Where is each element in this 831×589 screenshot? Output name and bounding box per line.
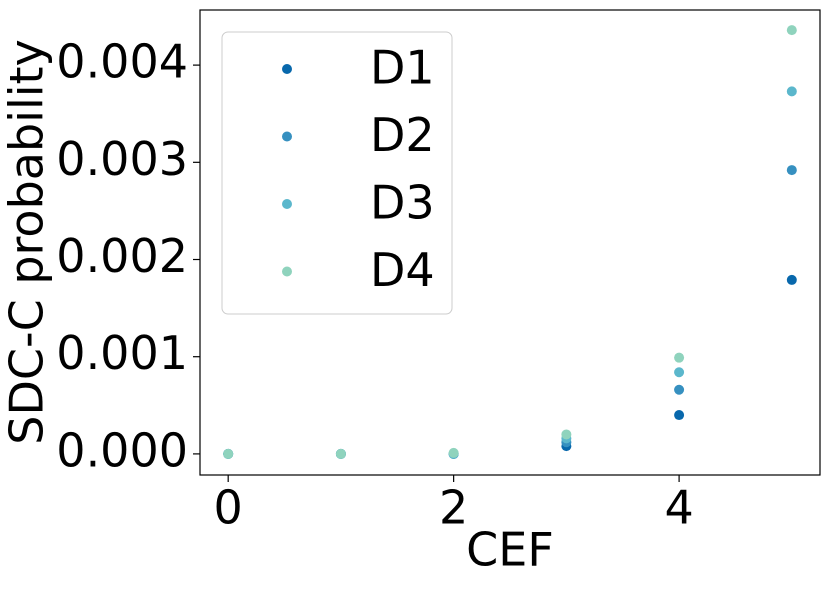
data-point [674, 352, 685, 363]
data-point [335, 448, 346, 459]
data-point [561, 429, 572, 440]
data-point [223, 448, 234, 459]
x-tick-label: 4 [664, 481, 693, 535]
y-axis-label: SDC-C probability [0, 39, 54, 445]
y-tick-label: 0.000 [56, 423, 188, 477]
y-tick-label: 0.004 [56, 35, 188, 89]
legend-label: D3 [370, 176, 435, 230]
legend-marker [282, 199, 292, 209]
data-point [674, 384, 685, 395]
legend-marker [282, 131, 292, 142]
data-point [786, 165, 797, 176]
legend-marker [282, 64, 292, 74]
legend-label: D2 [370, 108, 435, 162]
data-point [674, 367, 685, 378]
y-tick-label: 0.003 [56, 132, 188, 186]
plot-frame [199, 9, 821, 476]
x-tick-label: 0 [214, 481, 243, 535]
data-point [786, 25, 797, 36]
data-point [786, 86, 797, 97]
legend-box [221, 31, 453, 315]
y-tick-label: 0.001 [56, 326, 188, 380]
x-axis-label: CEF [466, 523, 554, 577]
x-tick-label: 2 [439, 481, 468, 535]
legend-label: D4 [370, 243, 435, 297]
data-point [674, 410, 685, 421]
legend-label: D1 [370, 41, 435, 95]
y-tick-label: 0.002 [56, 229, 188, 283]
legend-marker [282, 266, 292, 277]
data-point [448, 447, 459, 458]
data-point [786, 274, 797, 285]
